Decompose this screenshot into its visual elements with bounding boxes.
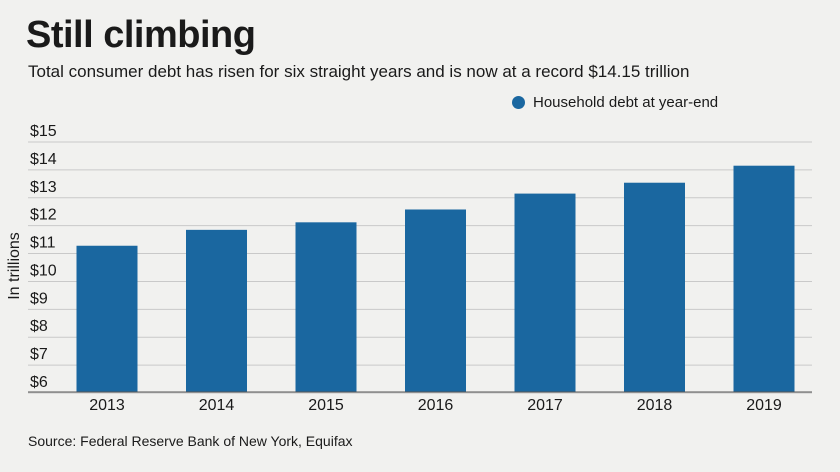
x-tick-label: 2017 bbox=[527, 397, 563, 414]
y-tick-label: $6 bbox=[30, 374, 48, 391]
legend-swatch bbox=[512, 96, 525, 109]
x-axis-ticks: 2013 2014 2015 2016 2017 2018 2019 bbox=[28, 391, 812, 414]
chart-title: Still climbing bbox=[26, 14, 256, 56]
x-tick-label: 2013 bbox=[89, 397, 125, 414]
y-tick-label: $11 bbox=[30, 235, 56, 252]
bar-2017 bbox=[514, 193, 576, 392]
y-tick-label: $10 bbox=[30, 262, 57, 279]
y-tick-label: $14 bbox=[30, 151, 57, 168]
y-axis-label: In trillions bbox=[6, 232, 23, 300]
bar-2018 bbox=[624, 182, 685, 392]
y-tick-label: $12 bbox=[30, 207, 57, 224]
x-tick-label: 2018 bbox=[637, 397, 673, 414]
legend: Household debt at year-end bbox=[512, 94, 718, 111]
chart-subtitle: Total consumer debt has risen for six st… bbox=[28, 62, 690, 81]
bars bbox=[76, 165, 795, 392]
bar-2019 bbox=[733, 165, 795, 392]
legend-label: Household debt at year-end bbox=[533, 94, 719, 111]
y-tick-label: $8 bbox=[30, 318, 48, 335]
x-tick-label: 2014 bbox=[199, 397, 235, 414]
y-tick-label: $9 bbox=[30, 290, 48, 307]
x-tick-label: 2016 bbox=[418, 397, 454, 414]
y-axis-ticks: $6 $7 $8 $9 $10 $11 $12 $13 $14 $15 bbox=[30, 123, 57, 391]
bar-2016 bbox=[405, 209, 466, 392]
bar-2013 bbox=[76, 245, 138, 392]
y-tick-label: $15 bbox=[30, 123, 57, 140]
bar-2014 bbox=[186, 229, 247, 392]
x-tick-label: 2015 bbox=[308, 397, 344, 414]
y-tick-label: $7 bbox=[30, 346, 48, 363]
x-tick-label: 2019 bbox=[746, 397, 782, 414]
source-note: Source: Federal Reserve Bank of New York… bbox=[28, 433, 353, 449]
bar-2015 bbox=[295, 222, 357, 392]
y-tick-label: $13 bbox=[30, 179, 57, 196]
